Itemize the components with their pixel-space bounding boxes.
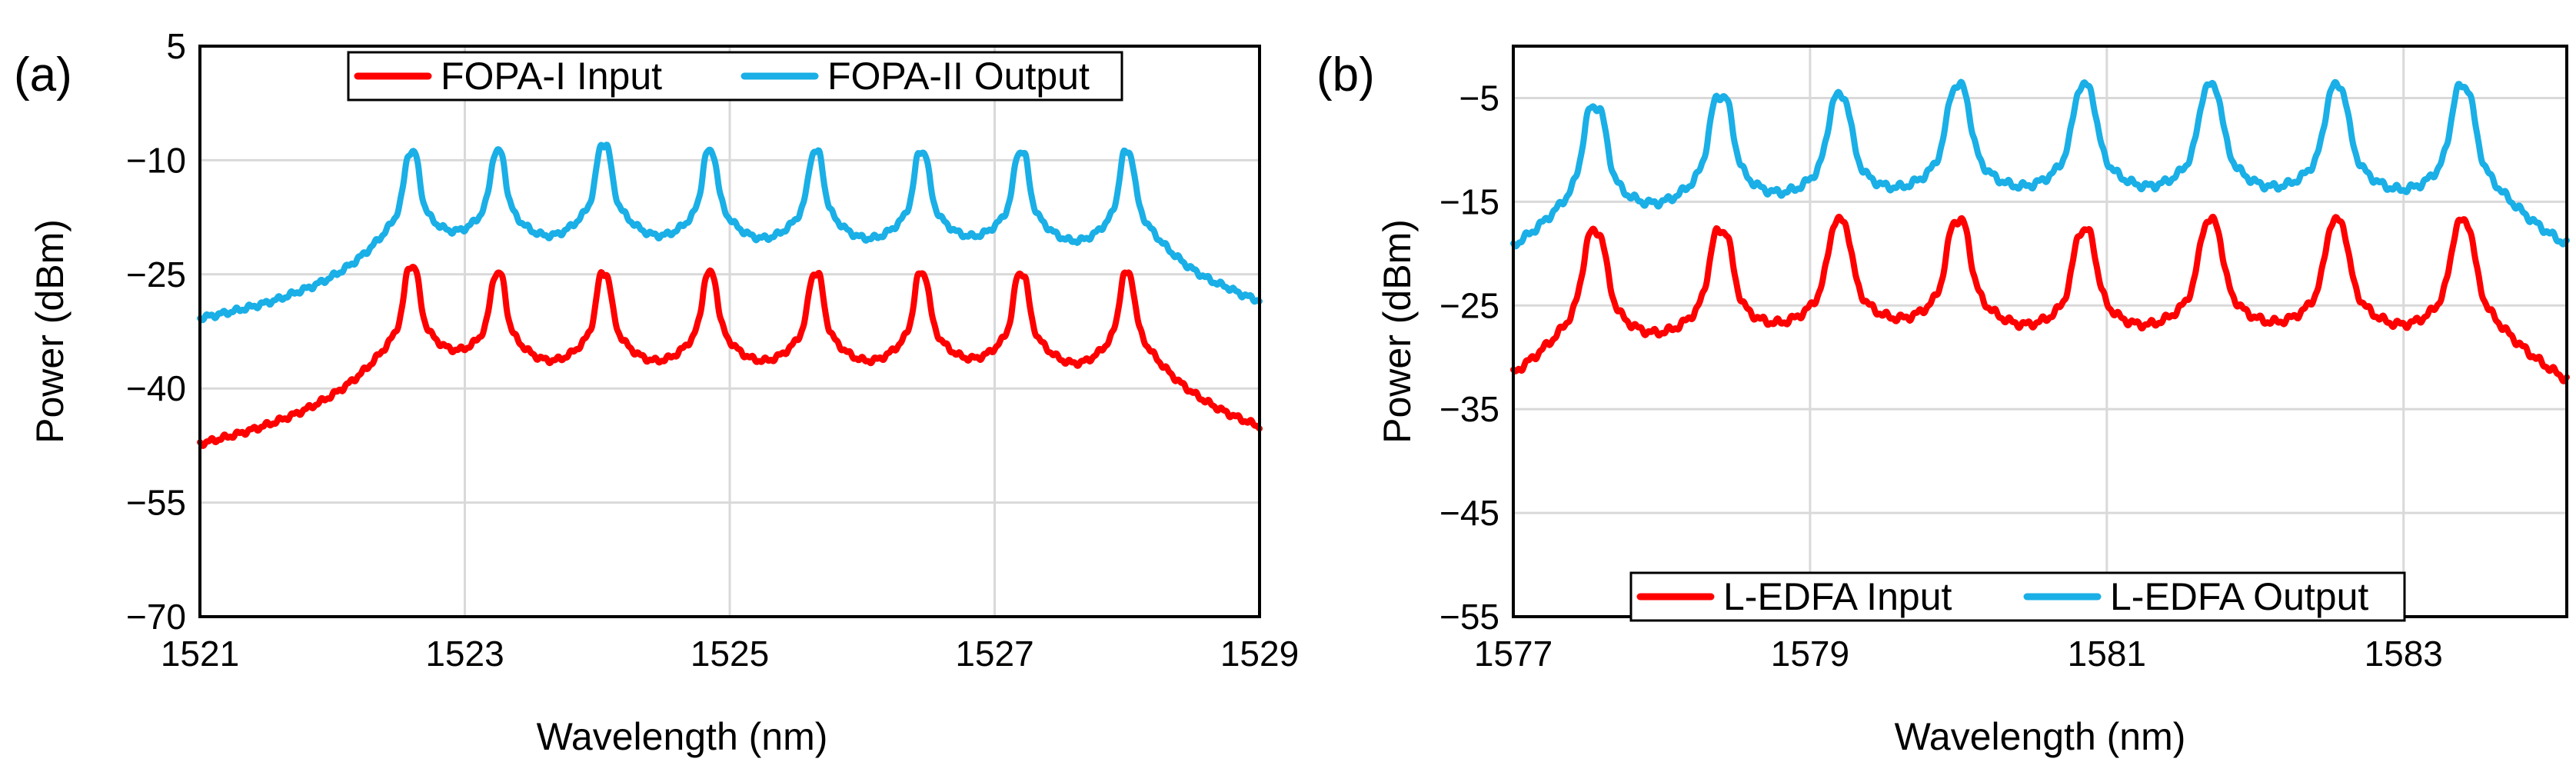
- x-axis-title-a: Wavelength (nm): [537, 715, 828, 758]
- y-tick-label: −25: [1439, 285, 1499, 325]
- chart-a: (a) 5−10−25−40−55−70 1521 1523 1525 1527 152…: [14, 26, 1299, 758]
- y-tick-labels-b: −5 −15 −25 −35 −45 −55: [1439, 78, 1499, 637]
- x-tick-label: 1583: [2365, 634, 2443, 674]
- y-tick-label: −55: [126, 483, 186, 523]
- series-line-input: [197, 264, 1263, 449]
- y-tick-label: 5: [166, 26, 186, 66]
- y-tick-label: −5: [1459, 78, 1499, 118]
- x-tick-label: 1521: [161, 634, 239, 674]
- x-tick-label: 1577: [1474, 634, 1553, 674]
- legend-label: FOPA-II Output: [827, 55, 1090, 98]
- legend-label: FOPA-I Input: [441, 55, 662, 98]
- y-tick-label: −25: [126, 255, 186, 294]
- y-tick-label: −40: [126, 368, 186, 408]
- y-tick-label: −15: [1439, 181, 1499, 221]
- y-tick-labels-a: 5 −10 −25 −40 −55 −70: [126, 26, 186, 637]
- panel-label-b: (b): [1316, 48, 1375, 101]
- series-line-output: [197, 141, 1263, 324]
- x-tick-labels-b: 1577 1579 1581 1583: [1474, 634, 2443, 674]
- y-tick-label: −35: [1439, 389, 1499, 429]
- legend-label: L-EDFA Input: [1723, 575, 1952, 618]
- legend-box: [1629, 571, 2406, 622]
- y-axis-title-b: Power (dBm): [1376, 219, 1419, 444]
- series-line-output: [1510, 78, 2570, 250]
- x-axis-title-b: Wavelength (nm): [1895, 715, 2186, 758]
- gridlines-b: [1513, 46, 2567, 617]
- x-tick-label: 1529: [1220, 634, 1299, 674]
- plot-frame-a: [198, 45, 1261, 618]
- panel-label-a: (a): [14, 48, 72, 101]
- y-tick-label: −10: [126, 140, 186, 180]
- series-group-b: [1510, 78, 2570, 384]
- y-tick-label: −55: [1439, 597, 1499, 637]
- y-tick-label: −45: [1439, 493, 1499, 533]
- chart-b: (b) −5 −15 −25 −35 −45 −55 1577 1579 1581 1583 W…: [1316, 45, 2570, 758]
- y-tick-label: −70: [126, 597, 186, 637]
- legend-a: FOPA-I Input FOPA-II Output: [347, 51, 1123, 101]
- y-axis-title-a: Power (dBm): [28, 219, 72, 444]
- x-tick-label: 1523: [425, 634, 504, 674]
- series-line-input: [1510, 213, 2570, 384]
- x-tick-label: 1527: [955, 634, 1033, 674]
- legend-b: L-EDFA Input L-EDFA Output: [1629, 571, 2406, 622]
- legend-label: L-EDFA Output: [2110, 575, 2368, 618]
- x-tick-label: 1581: [2068, 634, 2146, 674]
- x-tick-label: 1579: [1771, 634, 1849, 674]
- gridlines-a: [200, 46, 1260, 617]
- x-tick-labels-a: 1521 1523 1525 1527 1529: [161, 634, 1299, 674]
- legend-box: [347, 51, 1123, 101]
- x-tick-label: 1525: [691, 634, 769, 674]
- series-group-a: [197, 141, 1263, 449]
